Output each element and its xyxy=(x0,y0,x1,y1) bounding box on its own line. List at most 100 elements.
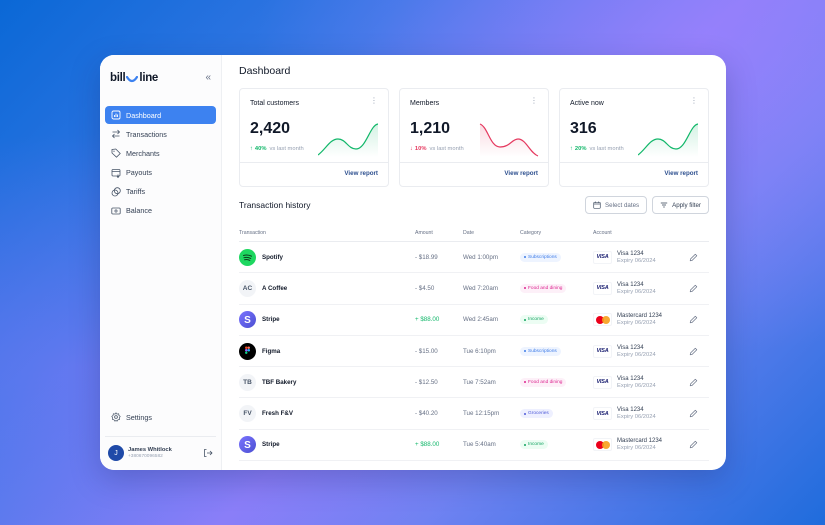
select-dates-button[interactable]: Select dates xyxy=(585,196,648,214)
column-header-date: Date xyxy=(463,230,474,236)
category-badge: Income xyxy=(520,315,548,325)
column-header-amount: Amount xyxy=(415,230,433,236)
transaction-cell: Figma xyxy=(239,342,415,360)
category-cell: Food and dining xyxy=(520,377,593,387)
change-suffix: vs last month xyxy=(269,146,304,152)
sidebar-item-transactions[interactable]: Transactions xyxy=(105,125,216,143)
transactions-table: Transaction Amount Date Category Account… xyxy=(239,225,709,462)
sparkline-chart xyxy=(479,123,539,157)
table-row[interactable]: Figma - $15.00 Tue 6:10pm Subscriptions … xyxy=(239,336,709,368)
view-report-link[interactable]: View report xyxy=(344,170,378,177)
badge-dot-icon xyxy=(524,350,526,353)
change-suffix: vs last month xyxy=(429,146,464,152)
amount-cell: - $18.99 xyxy=(415,253,438,261)
badge-dot-icon xyxy=(524,443,526,446)
category-badge: Income xyxy=(520,440,548,450)
logo-swoosh-icon xyxy=(126,75,139,82)
column-header-category: Category xyxy=(520,230,542,236)
user-info: James Whitlock +380670096582 xyxy=(128,447,203,459)
account-info: Visa 1234 Expiry 06/2024 xyxy=(617,345,656,358)
edit-pencil-icon[interactable] xyxy=(689,440,698,449)
card-footer: View report xyxy=(560,162,708,186)
account-cell: VISA Visa 1234 Expiry 06/2024 xyxy=(593,375,677,389)
sidebar-item-settings[interactable]: Settings xyxy=(105,408,216,426)
edit-pencil-icon[interactable] xyxy=(689,347,698,356)
category-label: Subscriptions xyxy=(528,348,557,354)
category-badge: Food and dining xyxy=(520,283,567,293)
collapse-sidebar-icon[interactable]: « xyxy=(205,72,211,83)
more-vertical-icon[interactable]: ⋮ xyxy=(690,96,698,105)
category-badge: Subscriptions xyxy=(520,346,561,356)
amount-cell: - $12.50 xyxy=(415,378,438,386)
arrow-up-icon: ↑ xyxy=(570,146,573,152)
sidebar-item-label: Tariffs xyxy=(126,187,146,197)
more-vertical-icon[interactable]: ⋮ xyxy=(370,96,378,105)
table-row[interactable]: S Stripe + $88.00 Tue 5:40am Income Mast… xyxy=(239,430,709,462)
select-dates-label: Select dates xyxy=(605,201,640,209)
balance-icon xyxy=(111,206,121,216)
user-name: James Whitlock xyxy=(128,447,172,453)
table-row[interactable]: TB TBF Bakery - $12.50 Tue 7:52am Food a… xyxy=(239,367,709,399)
avatar[interactable]: J xyxy=(108,445,124,461)
user-profile: J James Whitlock +380670096582 xyxy=(108,445,213,461)
column-header-account: Account xyxy=(593,230,612,236)
account-info: Mastercard 1234 Expiry 06/2024 xyxy=(617,438,662,451)
merchant-name: Stripe xyxy=(262,316,280,324)
logo-text-left: bill xyxy=(110,71,126,84)
edit-pencil-icon[interactable] xyxy=(689,315,698,324)
date-cell: Tue 5:40am xyxy=(463,441,496,449)
sidebar-item-label: Merchants xyxy=(126,148,160,158)
user-phone: +380670096582 xyxy=(128,454,163,459)
card-change: ↓ 10% vs last month xyxy=(410,146,464,152)
logout-icon[interactable] xyxy=(203,448,213,458)
edit-pencil-icon[interactable] xyxy=(689,409,698,418)
sidebar-item-payouts[interactable]: Payouts xyxy=(105,164,216,182)
apply-filter-label: Apply filter xyxy=(672,201,701,209)
spotify-logo-icon xyxy=(239,248,256,266)
sparkline-chart xyxy=(318,123,379,157)
badge-dot-icon xyxy=(524,256,526,259)
logo: bill line xyxy=(110,72,158,84)
account-cell: Mastercard 1234 Expiry 06/2024 xyxy=(593,438,677,452)
date-cell: Tue 6:10pm xyxy=(463,347,496,355)
apply-filter-button[interactable]: Apply filter xyxy=(652,196,709,214)
account-info: Mastercard 1234 Expiry 06/2024 xyxy=(617,313,662,326)
merchant-name: A Coffee xyxy=(262,284,288,292)
actions-cell xyxy=(677,440,709,449)
account-expiry: Expiry 06/2024 xyxy=(617,414,656,421)
table-row[interactable]: FV Fresh F&V - $40.20 Tue 12:15pm Grocer… xyxy=(239,398,709,430)
view-report-link[interactable]: View report xyxy=(504,170,538,177)
category-label: Subscriptions xyxy=(528,254,557,260)
date-cell: Wed 1:00pm xyxy=(463,253,498,261)
edit-pencil-icon[interactable] xyxy=(689,284,698,293)
actions-cell xyxy=(677,347,709,356)
main-content: Dashboard Total customers ⋮ 2,420 ↑ 40% … xyxy=(222,55,726,470)
sidebar-item-dashboard[interactable]: Dashboard xyxy=(105,106,216,124)
edit-pencil-icon[interactable] xyxy=(689,253,698,262)
sidebar-item-tariffs[interactable]: Tariffs xyxy=(105,183,216,201)
amount-cell: - $4.50 xyxy=(415,284,435,292)
sidebar-item-balance[interactable]: Balance xyxy=(105,202,216,220)
sidebar-item-merchants[interactable]: Merchants xyxy=(105,144,216,162)
logo-row: bill line « xyxy=(100,55,221,89)
category-cell: Income xyxy=(520,440,593,450)
card-change: ↑ 40% vs last month xyxy=(250,146,304,152)
table-row[interactable]: S Stripe + $88.00 Wed 2:45am Income Mast… xyxy=(239,305,709,336)
table-row[interactable]: Spotify - $18.99 Wed 1:00pm Subscription… xyxy=(239,242,709,274)
svg-text:S: S xyxy=(244,441,251,452)
account-cell: VISA Visa 1234 Expiry 06/2024 xyxy=(593,250,677,264)
amount-cell: - $40.20 xyxy=(415,410,438,418)
account-expiry: Expiry 06/2024 xyxy=(617,351,656,358)
edit-pencil-icon[interactable] xyxy=(689,378,698,387)
transaction-cell: AC A Coffee xyxy=(239,279,415,297)
badge-dot-icon xyxy=(524,287,526,290)
view-report-link[interactable]: View report xyxy=(664,170,698,177)
badge-dot-icon xyxy=(524,412,526,415)
transaction-cell: S Stripe xyxy=(239,436,415,454)
card-title: Members xyxy=(410,100,440,107)
table-row[interactable]: AC A Coffee - $4.50 Wed 7:20am Food and … xyxy=(239,273,709,305)
more-vertical-icon[interactable]: ⋮ xyxy=(530,96,538,105)
visa-logo-icon: VISA xyxy=(593,281,612,295)
sidebar-nav: Dashboard Transactions Merchants Payouts… xyxy=(100,106,221,221)
stat-cards: Total customers ⋮ 2,420 ↑ 40% vs last mo… xyxy=(239,88,709,187)
